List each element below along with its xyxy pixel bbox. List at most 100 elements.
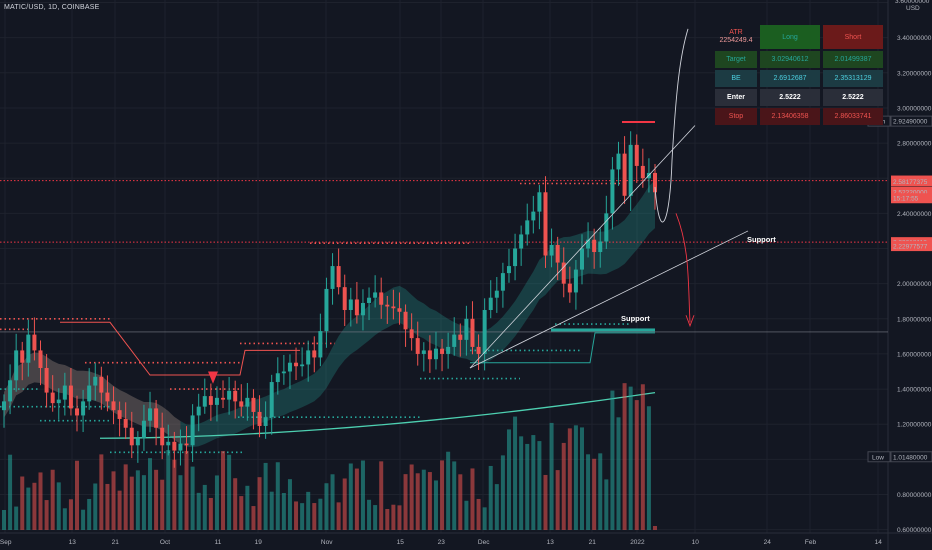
candle-body: [44, 367, 49, 393]
volume-bar: [622, 383, 627, 530]
atr-value: 2254249.4: [719, 37, 753, 44]
time-axis[interactable]: Sep 13 21 Oct 11 19 Nov 15 23 Dec 13 21 2022 10 24 Feb 1…: [0, 539, 882, 546]
volume-bars: [2, 383, 657, 530]
candle-body: [68, 385, 73, 409]
volume-bar: [336, 502, 341, 530]
volume-bar: [141, 475, 146, 530]
time-tick-label: Feb: [805, 539, 817, 546]
candle-body: [99, 376, 104, 393]
volume-bar: [354, 468, 359, 530]
candle-body: [190, 415, 195, 446]
volume-bar: [646, 406, 651, 530]
volume-bar: [415, 473, 420, 530]
volume-bar: [287, 479, 292, 530]
candle-body: [488, 297, 493, 311]
price-tick-label: 3.00000000: [897, 105, 932, 112]
candle-body: [476, 346, 481, 354]
volume-bar: [178, 475, 183, 530]
volume-bar: [391, 504, 396, 530]
candle-body: [14, 350, 19, 381]
volume-bar: [233, 478, 238, 530]
volume-bar: [409, 464, 414, 530]
time-tick-label: 11: [215, 539, 222, 546]
volume-bar: [531, 435, 536, 530]
stop-short: 2.86033741: [823, 108, 883, 125]
volume-bar: [470, 468, 475, 530]
candle-body: [196, 406, 201, 416]
candle-body: [342, 287, 347, 311]
candle-body: [87, 385, 92, 402]
volume-bar: [488, 465, 493, 530]
arrow-head: [685, 315, 695, 328]
volume-bar: [214, 475, 219, 530]
candle-body: [537, 192, 542, 212]
candle-body: [50, 392, 55, 404]
candle-body: [348, 299, 353, 311]
candle-body: [172, 441, 177, 451]
candle-body: [494, 290, 499, 298]
volume-bar: [537, 441, 542, 530]
volume-bar: [312, 503, 317, 530]
candle-body: [579, 248, 584, 270]
volume-bar: [202, 484, 207, 530]
candle-body: [330, 266, 335, 289]
candle-body: [427, 350, 432, 360]
candle-body: [519, 234, 524, 249]
enter-short: 2.5222: [823, 89, 883, 106]
volume-bar: [653, 526, 657, 530]
candle-body: [129, 427, 134, 446]
candle-body: [360, 302, 365, 316]
support-label-2: Support: [621, 314, 650, 323]
trend-line: [469, 125, 696, 369]
volume-bar: [269, 491, 274, 530]
candle-body: [263, 417, 268, 426]
time-tick-label: 10: [692, 539, 700, 546]
volume-bar: [330, 474, 335, 530]
volume-bar: [75, 460, 80, 530]
volume-bar: [239, 496, 244, 530]
projection-path-down: [675, 213, 691, 323]
price-label-box: [891, 176, 932, 187]
candle-body: [440, 348, 445, 354]
candle-body: [604, 213, 609, 242]
candle-body: [592, 239, 597, 253]
candle-body: [573, 269, 578, 293]
volume-bar: [324, 483, 329, 530]
candle-body: [543, 192, 548, 256]
volume-bar: [555, 470, 560, 530]
price-axis[interactable]: 3.40000000 3.20000000 3.00000000 2.80000000…: [867, 0, 932, 534]
volume-bar: [573, 425, 578, 530]
price-label-text: 1.01480000: [893, 454, 928, 461]
price-tick-label: 1.40000000: [897, 387, 932, 394]
candle-body: [312, 350, 317, 358]
volume-bar: [81, 509, 86, 530]
down-triangle: [208, 371, 218, 384]
candle-body: [8, 380, 13, 402]
candle-body: [281, 371, 286, 374]
price-tick-label: 1.20000000: [897, 422, 932, 429]
price-label-box: [891, 241, 932, 252]
candle-body: [208, 396, 213, 405]
price-tick-label: 1.60000000: [897, 351, 932, 358]
volume-bar: [208, 497, 213, 530]
volume-bar: [14, 506, 19, 530]
candle-body: [306, 350, 311, 365]
candle-body: [20, 350, 25, 363]
volume-bar: [379, 461, 384, 530]
candle-body: [634, 144, 639, 166]
volume-bar: [385, 508, 390, 530]
time-tick-label: 24: [764, 539, 772, 546]
volume-bar: [306, 491, 311, 530]
candle-body: [269, 382, 274, 418]
long-header: Long: [760, 25, 820, 49]
candle-body: [111, 401, 116, 411]
candle-body: [397, 308, 402, 312]
time-tick-label: Nov: [321, 539, 333, 546]
candle-body: [567, 283, 572, 293]
currency-label: USD: [906, 5, 920, 12]
candle-body: [257, 411, 262, 426]
time-tick-label: Sep: [0, 539, 12, 546]
trend-line: [469, 230, 749, 369]
candle-body: [233, 390, 238, 402]
volume-bar: [172, 459, 177, 530]
